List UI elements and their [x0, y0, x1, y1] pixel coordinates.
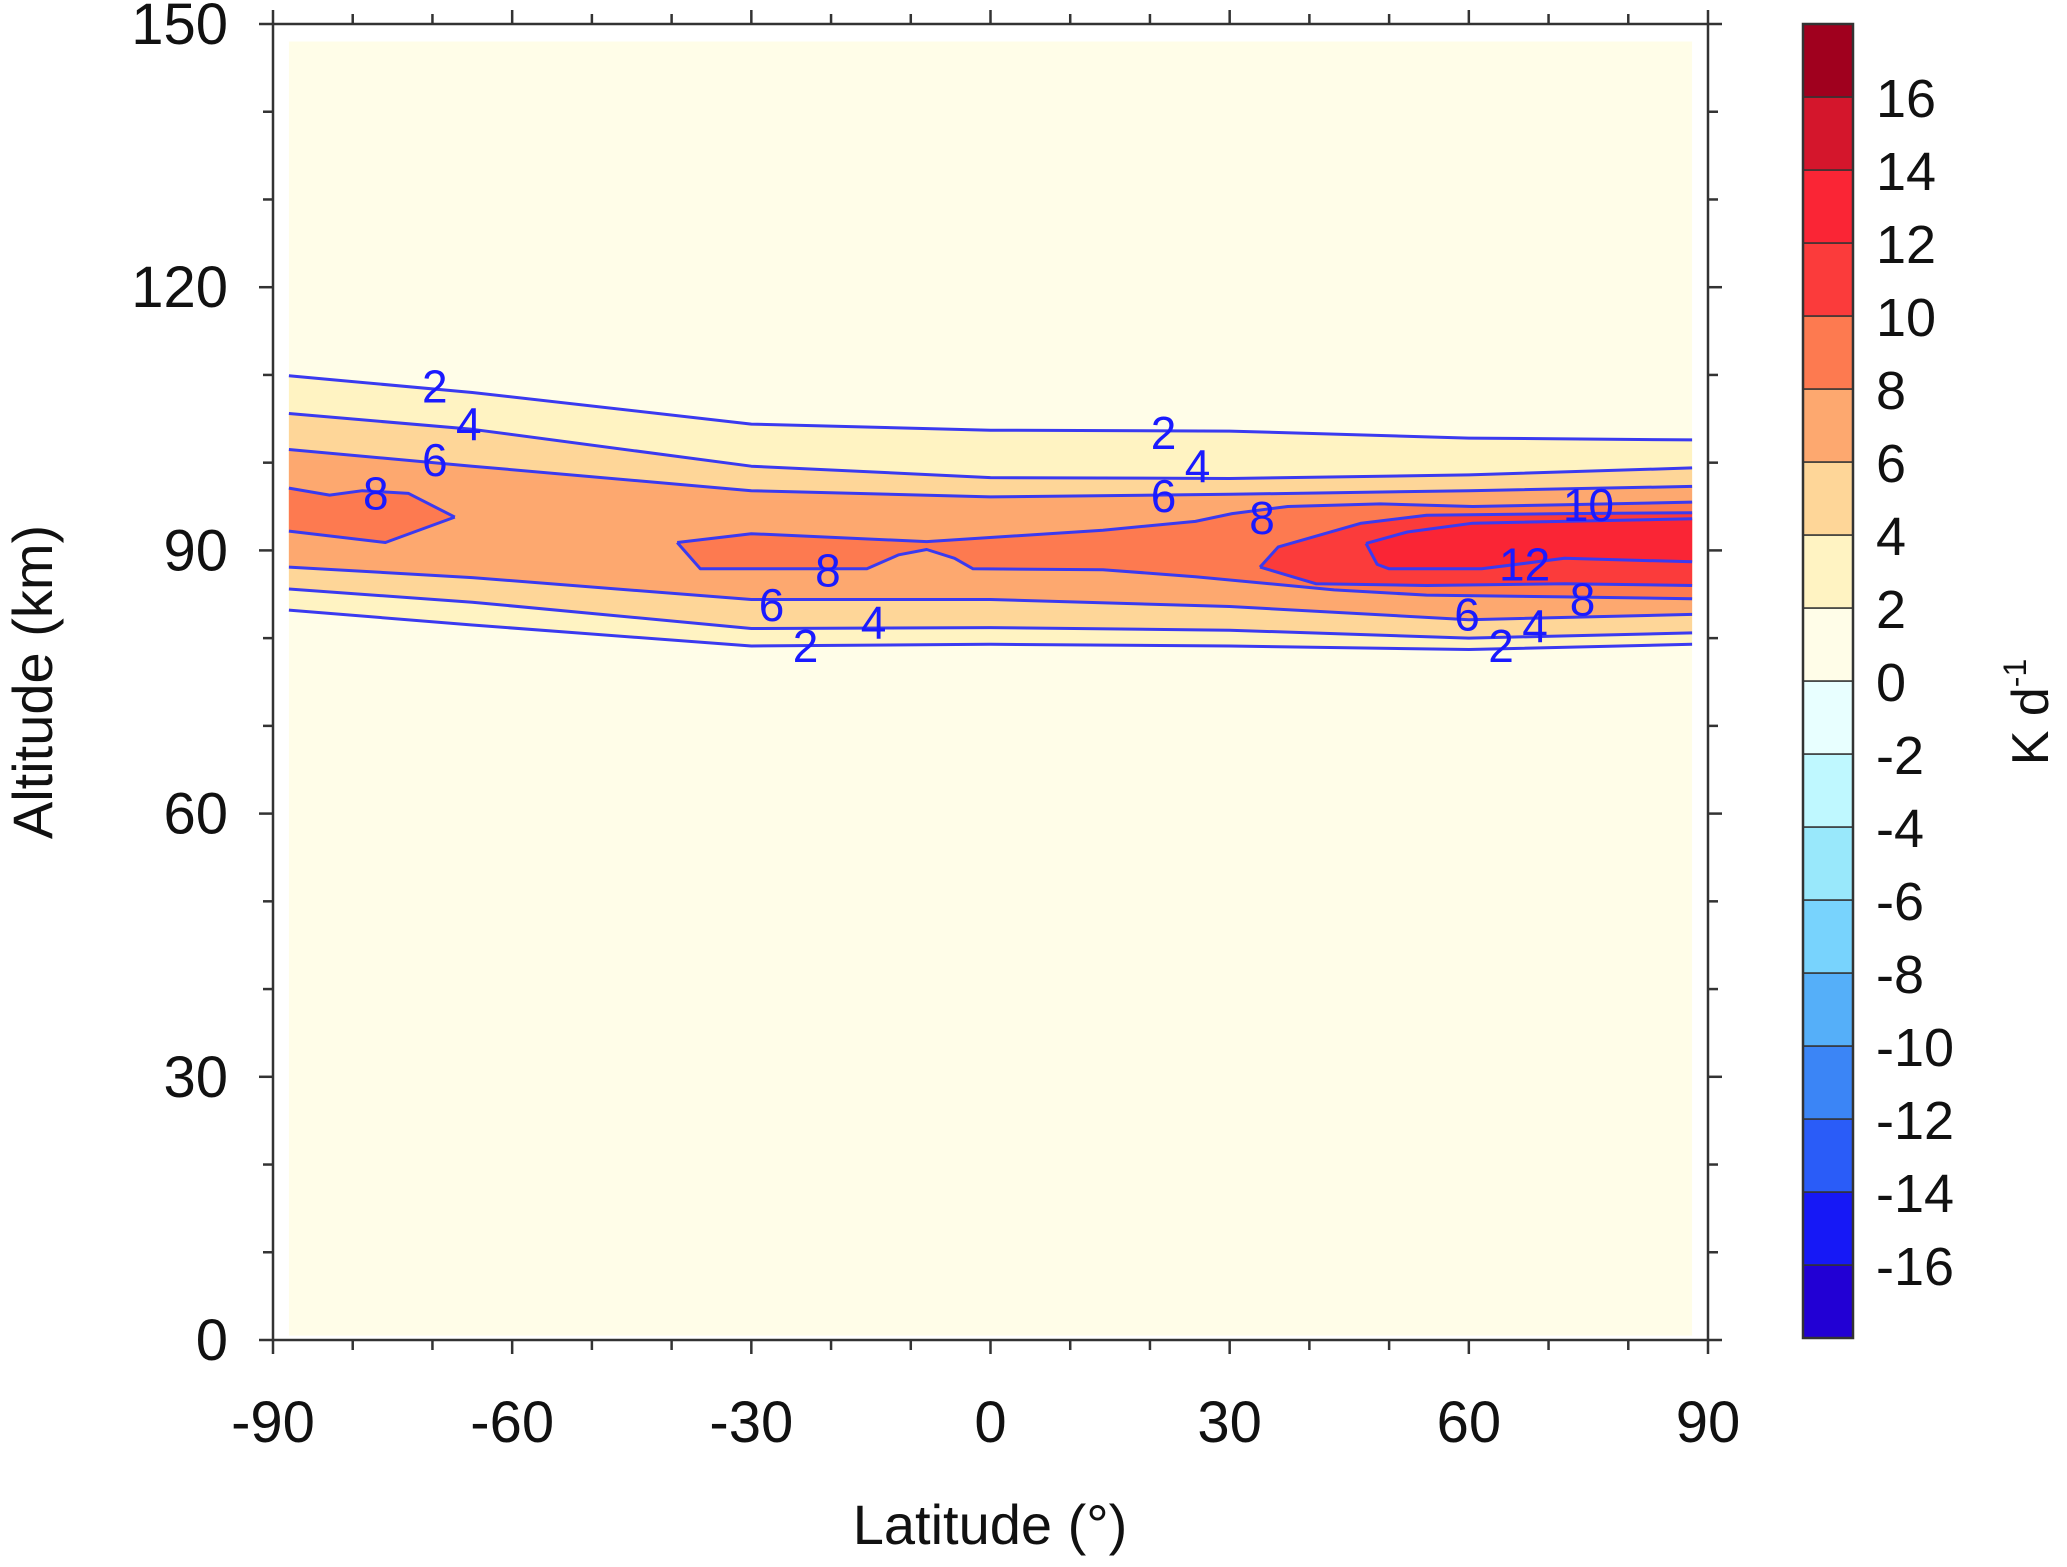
colorbar-swatch [1802, 315, 1854, 390]
contour-lines [288, 374, 1693, 651]
colorbar-swatch [1802, 242, 1854, 317]
colorbar-swatch [1802, 899, 1854, 974]
x-tick-label: 60 [1437, 1390, 1502, 1455]
y-tick-labels: 0 30 60 90 120 150 [131, 0, 228, 1373]
colorbar-label-sup: -1 [1997, 659, 2033, 687]
colorbar-tick-label: -2 [1876, 726, 1924, 786]
x-tick-label: -60 [470, 1390, 554, 1455]
colorbar-tick-labels: 16 14 12 10 8 6 4 2 0 -2 -4 -6 -8 -10 -12 -14 -16 [1876, 69, 1954, 1297]
colorbar-frame [1801, 22, 1855, 1340]
contour-label: 6 [759, 579, 785, 631]
colorbar-tick-label: 8 [1876, 361, 1906, 421]
y-tick-label: 90 [163, 518, 228, 583]
contour-line-12 [1364, 542, 1693, 571]
contour-line-2 [288, 608, 1693, 651]
colorbar-swatch [1802, 388, 1854, 463]
colorbar-tick-label: 10 [1876, 288, 1936, 348]
colorbar-swatch [1802, 753, 1854, 828]
x-tick-label: -90 [231, 1390, 315, 1455]
contour-label: 8 [1249, 492, 1275, 544]
colorbar-swatch [1802, 23, 1854, 98]
contour-label: 4 [861, 596, 887, 648]
axis-ticks [259, 10, 1722, 1354]
contour-label: 6 [422, 434, 448, 486]
contour-label: 2 [793, 620, 819, 672]
colorbar-label: K d-1 [1997, 659, 2060, 766]
colorbar-tick-label: -4 [1876, 799, 1924, 859]
y-tick-label: 150 [131, 0, 228, 57]
x-tick-label: -30 [709, 1390, 793, 1455]
colorbar-tick-label: 6 [1876, 434, 1906, 494]
x-tick-label: 0 [974, 1390, 1006, 1455]
colorbar-swatch [1802, 461, 1854, 536]
colorbar-tick-label: -16 [1876, 1237, 1954, 1297]
colorbar-tick-label: 0 [1876, 653, 1906, 713]
contour-line-10 [1259, 565, 1693, 587]
contour-line-8 [288, 486, 456, 519]
y-tick-label: 0 [196, 1308, 228, 1373]
filled-region-8 [288, 488, 455, 543]
contour-line-8 [676, 541, 1693, 601]
filled-region-12 [1366, 518, 1693, 569]
colorbar-tick-label: 14 [1876, 142, 1936, 202]
x-tick-labels: -90 -60 -30 0 30 60 90 [231, 1390, 1740, 1455]
y-axis-label: Altitude (km) [1, 525, 64, 839]
colorbar-tick-label: -6 [1876, 872, 1924, 932]
contour-label: 12 [1499, 538, 1550, 590]
contour-label: 4 [456, 398, 482, 450]
contour-line-6 [288, 565, 1693, 622]
contour-label: 4 [1185, 440, 1211, 492]
y-tick-label: 60 [163, 782, 228, 847]
contour-line-8 [288, 515, 456, 544]
x-axis-label: Latitude (°) [853, 1493, 1128, 1556]
colorbar-tick-label: 16 [1876, 69, 1936, 129]
band-0-2 [288, 41, 1693, 1336]
contour-label: 4 [1522, 600, 1548, 652]
contour-label: 8 [1570, 574, 1596, 626]
colorbar-swatch [1802, 972, 1854, 1047]
colorbar-tick-label: -12 [1876, 1091, 1954, 1151]
colorbar-tick-label: -8 [1876, 945, 1924, 1005]
contour-label: 6 [1454, 588, 1480, 640]
colorbar-swatch [1802, 169, 1854, 244]
colorbar-tick-label: 4 [1876, 507, 1906, 567]
colorbar-tick-label: 2 [1876, 580, 1906, 640]
colorbar-swatch [1802, 1045, 1854, 1120]
contour-label: 2 [1151, 407, 1177, 459]
contour-line-4 [288, 587, 1693, 640]
colorbar-swatch [1802, 96, 1854, 171]
contour-label: 8 [363, 467, 389, 519]
contour-label: 2 [1488, 620, 1514, 672]
contour-line-6 [288, 448, 1693, 499]
colorbar-swatch [1802, 534, 1854, 609]
colorbar-tick-label: 12 [1876, 215, 1936, 275]
contour-label: 8 [815, 545, 841, 597]
contour-line-8 [677, 500, 1693, 544]
colorbar-swatch [1802, 1264, 1854, 1339]
colorbar [1801, 22, 1855, 1340]
colorbar-swatch [1802, 1191, 1854, 1266]
contour-label: 10 [1563, 479, 1614, 531]
contour-line-12 [1365, 517, 1693, 545]
colorbar-swatch [1802, 826, 1854, 901]
colorbar-swatch [1802, 1118, 1854, 1193]
y-tick-label: 30 [163, 1045, 228, 1110]
contour-label: 2 [422, 360, 448, 412]
x-tick-label: 90 [1676, 1390, 1741, 1455]
colorbar-swatch [1802, 607, 1854, 682]
contour-line-10 [1258, 511, 1693, 569]
contour-label: 6 [1151, 470, 1177, 522]
contour-line-4 [288, 412, 1693, 480]
colorbar-tick-label: -14 [1876, 1164, 1954, 1224]
plot-area [288, 41, 1693, 1336]
y-tick-label: 120 [131, 255, 228, 320]
colorbar-swatch [1802, 680, 1854, 755]
colorbar-tick-label: -10 [1876, 1018, 1954, 1078]
colorbar-label-main: K d [2002, 687, 2060, 765]
contour-line-2 [288, 374, 1693, 442]
x-tick-label: 30 [1197, 1390, 1262, 1455]
